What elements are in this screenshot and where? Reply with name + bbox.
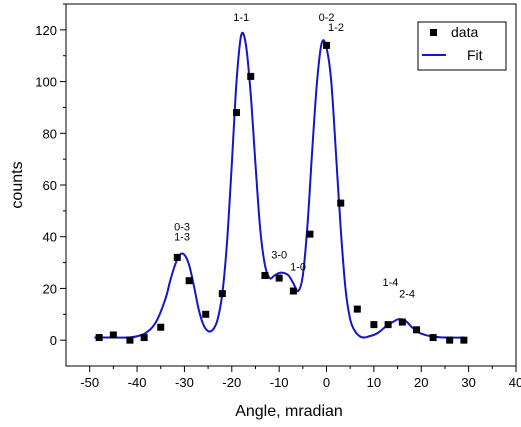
legend-label-fit: Fit [467,47,483,63]
x-tick-label: -50 [80,375,99,390]
data-point [460,336,468,344]
data-point [126,336,134,344]
data-point [95,334,103,342]
data-point [413,326,421,334]
axis-ticks: -50 -40 -30 -20 -10 0 10 20 30 40 0 20 40 60 80 100 120 [35,3,521,390]
data-point [429,334,437,342]
peak-annotation: 1-4 [383,277,399,289]
data-point [261,272,269,279]
data-point [370,321,378,329]
y-tick-label: 0 [50,333,57,348]
y-tick-label: 120 [35,23,57,38]
y-tick-label: 80 [43,126,57,141]
legend-label-data: data [451,24,478,40]
data-point [306,230,314,238]
data-point [323,41,331,49]
data-point [185,277,193,285]
x-tick-label: -20 [222,375,241,390]
data-point [202,310,210,318]
data-point [398,318,406,326]
peak-annotation: 1-3 [174,232,190,244]
x-tick-label: 20 [414,375,428,390]
x-tick-label: 40 [509,375,521,390]
peak-annotation: 0-2 [319,12,335,24]
x-tick-label: 10 [367,375,381,390]
peak-annotation: 1-0 [290,261,306,273]
x-tick-label: -10 [270,375,289,390]
data-point [337,199,345,207]
peak-annotation: 0-3 [174,221,190,233]
data-point [109,331,117,339]
x-tick-label: 0 [323,375,330,390]
y-tick-label: 100 [35,75,57,90]
data-points [95,41,468,344]
y-tick-label: 40 [43,230,57,245]
data-point [446,336,454,344]
x-tick-label: 30 [461,375,475,390]
peak-annotation: 3-0 [271,250,287,262]
peak-annotation: 1-1 [233,12,249,24]
x-axis-title: Angle, mradian [235,403,343,420]
legend: data Fit [417,21,507,71]
legend-marker-data [430,29,437,36]
annotations: 1-1 0-21-2 0-31-3 3-01-0 1-42-4 [174,12,415,301]
data-point [275,274,283,282]
x-tick-label: -40 [128,375,147,390]
data-point [233,109,241,117]
data-point [384,321,392,329]
data-point [218,290,226,298]
data-point [173,253,181,261]
y-tick-label: 60 [43,178,57,193]
peak-annotation: 1-2 [328,22,344,34]
data-point [353,305,361,313]
data-point [140,334,148,342]
y-axis-title: counts [9,161,26,208]
data-point [289,287,297,295]
data-point [247,72,255,80]
peak-annotation: 2-4 [399,288,415,300]
data-point [157,323,165,331]
y-tick-label: 20 [43,281,57,296]
x-tick-label: -30 [175,375,194,390]
